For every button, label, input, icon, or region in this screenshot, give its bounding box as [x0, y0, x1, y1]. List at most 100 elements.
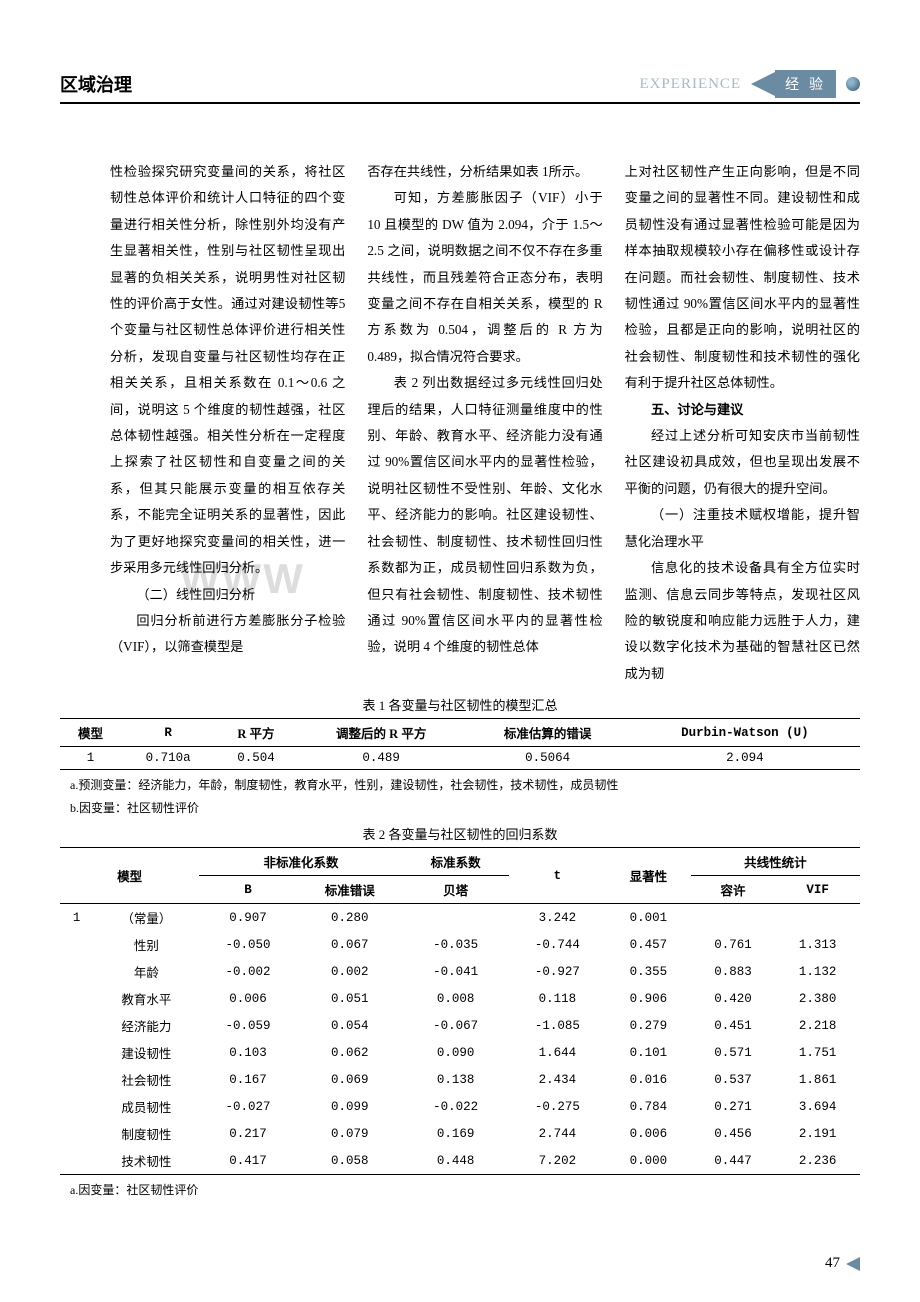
table2-cell: 0.537: [691, 1066, 776, 1093]
t2-gh-colin: 共线性统计: [691, 848, 860, 876]
column-2: 否存在共线性，分析结果如表 1所示。 可知，方差膨胀因子（VIF）小于 10 且…: [367, 159, 602, 687]
t2-gh-unstd: 非标准化系数: [199, 848, 402, 876]
table2-cell: 0.000: [606, 1147, 691, 1175]
col2-para3: 表 2 列出数据经过多元线性回归处理后的结果，人口特征测量维度中的性别、年龄、教…: [367, 370, 602, 660]
table1: 模型 R R 平方 调整后的 R 平方 标准估算的错误 Durbin-Watso…: [60, 718, 860, 770]
tag-triangle-icon: [751, 72, 775, 96]
t1-h-1: R: [121, 719, 215, 747]
table2-cell: -0.050: [199, 931, 296, 958]
table2-cell: 0.001: [606, 904, 691, 932]
col2-para2: 可知，方差膨胀因子（VIF）小于 10 且模型的 DW 值为 2.094，介于 …: [367, 185, 602, 370]
page-number-triangle-icon: [846, 1257, 860, 1271]
table2-row: 1（常量）0.9070.2803.2420.001: [60, 904, 860, 932]
table2-cell: -0.022: [403, 1093, 509, 1120]
table1-note-a: a.预测变量：经济能力，年龄，制度韧性，教育水平，性别，建设韧性，社会韧性，技术…: [60, 776, 860, 793]
table2-cell: 0.451: [691, 1012, 776, 1039]
table2-cell: 0.062: [297, 1039, 403, 1066]
page-number: 47: [825, 1255, 860, 1272]
t1-h-4: 标准估算的错误: [466, 719, 630, 747]
col1-para2: 回归分析前进行方差膨胀分子检验（VIF），以筛查模型是: [110, 608, 345, 661]
table2-row: 教育水平0.0060.0510.0080.1180.9060.4202.380: [60, 985, 860, 1012]
table2-cell: 成员韧性: [93, 1093, 199, 1120]
table2-cell: （常量）: [93, 904, 199, 932]
t2-h-Tol: 容许: [691, 876, 776, 904]
table2-cell: 0.907: [199, 904, 296, 932]
table2-cell: 0.099: [297, 1093, 403, 1120]
table2-note-a: a.因变量：社区韧性评价: [60, 1181, 860, 1198]
table2-cell: [60, 1147, 93, 1175]
header-experience-text: EXPERIENCE: [639, 76, 741, 93]
table2-cell: 社会韧性: [93, 1066, 199, 1093]
page-header: 区域治理 EXPERIENCE 经 验: [60, 70, 860, 104]
column-1: 性检验探究研究变量间的关系，将社区韧性总体评价和统计人口特征的四个变量进行相关性…: [60, 159, 345, 687]
col3-para1: 上对社区韧性产生正向影响，但是不同变量之间的显著性不同。建设韧性和成员韧性没有通…: [625, 159, 860, 397]
table2-cell: 0.420: [691, 985, 776, 1012]
table1-data-row: 1 0.710a 0.504 0.489 0.5064 2.094: [60, 747, 860, 770]
header-dot-icon: [846, 77, 860, 91]
table2-row: 社会韧性0.1670.0690.1382.4340.0160.5371.861: [60, 1066, 860, 1093]
table2-cell: 0.169: [403, 1120, 509, 1147]
table2-cell: 0.101: [606, 1039, 691, 1066]
table2-row: 技术韧性0.4170.0580.4487.2020.0000.4472.236: [60, 1147, 860, 1175]
table2-cell: 技术韧性: [93, 1147, 199, 1175]
table2-cell: [60, 1120, 93, 1147]
table2-cell: [60, 958, 93, 985]
table2-cell: 经济能力: [93, 1012, 199, 1039]
table2-cell: [60, 1093, 93, 1120]
table2-body: 1（常量）0.9070.2803.2420.001性别-0.0500.067-0…: [60, 904, 860, 1175]
table2-cell: -0.027: [199, 1093, 296, 1120]
table2-cell: 3.242: [509, 904, 606, 932]
table2-row: 建设韧性0.1030.0620.0901.6440.1010.5711.751: [60, 1039, 860, 1066]
table2: 模型 非标准化系数 标准系数 t 显著性 共线性统计 B 标准错误 贝塔 容许 …: [60, 847, 860, 1175]
table2-cell: 0.054: [297, 1012, 403, 1039]
table2-cell: 0.006: [606, 1120, 691, 1147]
table2-cell: -0.067: [403, 1012, 509, 1039]
table2-cell: 2.744: [509, 1120, 606, 1147]
table2-cell: 1.313: [775, 931, 860, 958]
t2-h-VIF: VIF: [775, 876, 860, 904]
table2-cell: 1.644: [509, 1039, 606, 1066]
table2-cell: 3.694: [775, 1093, 860, 1120]
t2-h-t: t: [509, 848, 606, 904]
table2-cell: 建设韧性: [93, 1039, 199, 1066]
table2-cell: [691, 904, 776, 932]
t2-gh-model: 模型: [60, 848, 199, 904]
t1-c-5: 2.094: [630, 747, 860, 770]
table2-cell: [403, 904, 509, 932]
table2-cell: [775, 904, 860, 932]
table2-cell: 0.138: [403, 1066, 509, 1093]
table1-note-b: b.因变量：社区韧性评价: [60, 799, 860, 816]
table2-cell: [60, 985, 93, 1012]
table2-cell: 0.103: [199, 1039, 296, 1066]
table2-cell: -0.744: [509, 931, 606, 958]
table2-cell: 0.217: [199, 1120, 296, 1147]
table2-cell: [60, 931, 93, 958]
table2-cell: [60, 1012, 93, 1039]
t1-c-1: 0.710a: [121, 747, 215, 770]
table2-cell: 年龄: [93, 958, 199, 985]
t1-c-0: 1: [60, 747, 121, 770]
table2-row: 性别-0.0500.067-0.035-0.7440.4570.7611.313: [60, 931, 860, 958]
table2-cell: 0.058: [297, 1147, 403, 1175]
table2-cell: 0.448: [403, 1147, 509, 1175]
table2-row: 经济能力-0.0590.054-0.067-1.0850.2790.4512.2…: [60, 1012, 860, 1039]
table2-cell: 0.016: [606, 1066, 691, 1093]
table2-cell: 2.380: [775, 985, 860, 1012]
table2-cell: 0.571: [691, 1039, 776, 1066]
table2-cell: 0.279: [606, 1012, 691, 1039]
table2-cell: 0.002: [297, 958, 403, 985]
table2-cell: 1.861: [775, 1066, 860, 1093]
table2-cell: 0.280: [297, 904, 403, 932]
table2-cell: [60, 1066, 93, 1093]
table1-caption: 表 1 各变量与社区韧性的模型汇总: [60, 695, 860, 714]
table2-row: 年龄-0.0020.002-0.041-0.9270.3550.8831.132: [60, 958, 860, 985]
t1-h-5: Durbin-Watson (U): [630, 719, 860, 747]
table2-row: 成员韧性-0.0270.099-0.022-0.2750.7840.2713.6…: [60, 1093, 860, 1120]
table2-cell: 2.218: [775, 1012, 860, 1039]
page-number-text: 47: [825, 1255, 840, 1272]
table2-cell: 0.761: [691, 931, 776, 958]
column-3: 上对社区韧性产生正向影响，但是不同变量之间的显著性不同。建设韧性和成员韧性没有通…: [625, 159, 860, 687]
table2-cell: 0.883: [691, 958, 776, 985]
t1-c-2: 0.504: [215, 747, 297, 770]
col3-para3: 信息化的技术设备具有全方位实时监测、信息云同步等特点，发现社区风险的敏锐度和响应…: [625, 555, 860, 687]
